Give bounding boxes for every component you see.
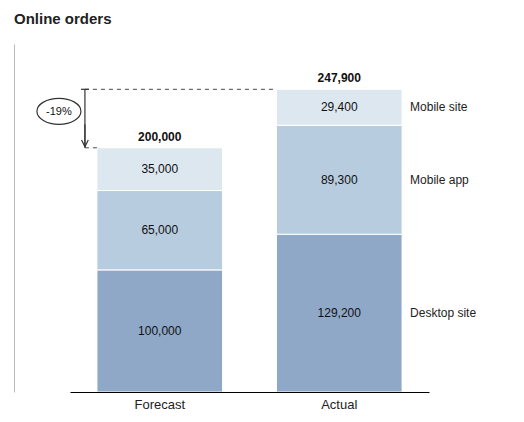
difference-line [84,89,85,147]
chart-svg: Online orders Forecast Actual 100,000 129,20… [0,0,524,422]
data-label: 35,000 [141,162,178,176]
bar [276,125,402,234]
bar [276,89,402,125]
bar [97,148,223,191]
labels: 100,000 129,200 65,000 89,300 35,000 29,400 20… [138,71,476,338]
reference-line [85,89,276,90]
data-label: 89,300 [321,173,358,187]
x-tick-label: Actual [321,397,357,412]
reference-line [85,147,97,148]
y-axis [14,45,15,393]
bar [97,270,223,392]
total-label: 200,000 [138,130,182,144]
data-label: 129,200 [318,306,362,320]
x-tick: Forecast [134,392,185,412]
series-label: Desktop site [410,306,476,320]
bar [276,234,402,392]
x-axis-line [71,392,430,393]
series-label: Mobile app [410,173,469,187]
x-tick-label: Forecast [134,397,185,412]
annotation-text: -19% [46,105,72,117]
series-group [97,89,402,190]
total-label: 247,900 [318,71,362,85]
series-label: Mobile site [410,100,468,114]
bars [97,89,402,392]
arrow [84,124,85,146]
bar [97,191,223,270]
x-axis: Forecast Actual [71,392,430,412]
chart-title: Online orders [14,10,112,27]
annotation-ellipse [37,98,81,124]
data-label: 29,400 [321,100,358,114]
annotation: -19% [37,89,276,147]
data-label: 65,000 [141,223,178,237]
series-group [97,125,402,270]
data-label: 100,000 [138,324,182,338]
x-tick: Actual [321,392,357,412]
chart-container: Online orders Forecast Actual 100,000 129,20… [0,0,524,422]
y-axis-line [14,45,15,393]
